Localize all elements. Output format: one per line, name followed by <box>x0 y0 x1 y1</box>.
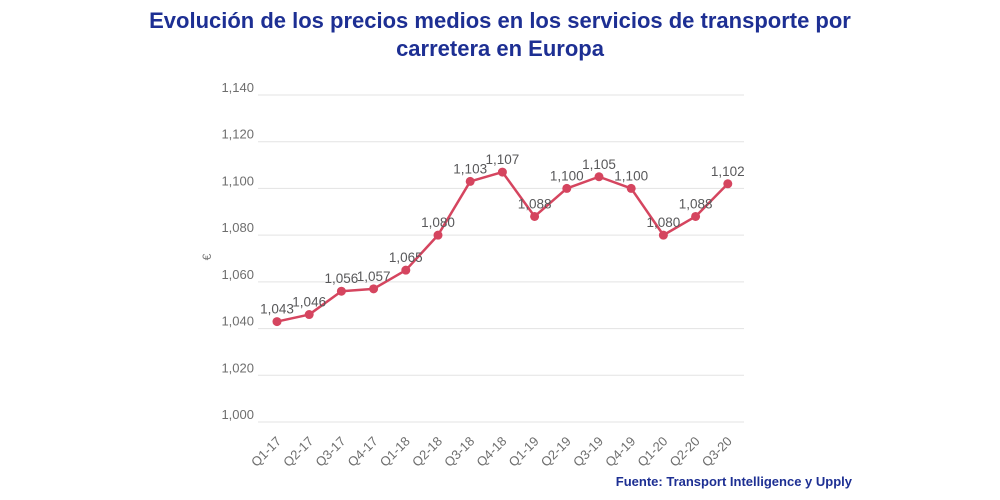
data-point-label: 1,100 <box>614 168 648 183</box>
data-point-label: 1,046 <box>292 295 326 310</box>
data-point-marker <box>594 172 604 182</box>
data-point-marker <box>336 286 346 296</box>
data-point-marker <box>530 211 540 221</box>
y-axis-tick-label: 1,040 <box>221 314 254 329</box>
data-point-label: 1,103 <box>453 161 487 176</box>
data-point-marker <box>433 230 443 240</box>
x-axis-tick-label: Q3-17 <box>312 434 348 470</box>
data-point-marker <box>304 310 314 320</box>
data-point-label: 1,088 <box>679 196 713 211</box>
x-axis-tick-label: Q2-20 <box>667 434 703 470</box>
source-caption: Fuente: Transport Intelligence y Upply <box>615 474 852 489</box>
x-axis-tick-label: Q4-17 <box>345 434 381 470</box>
data-point-marker <box>562 183 572 193</box>
chart-title-line-1: Evolución de los precios medios en los s… <box>149 8 851 33</box>
data-point-label: 1,100 <box>550 168 584 183</box>
data-point-label: 1,056 <box>325 271 359 286</box>
x-axis-tick-label: Q4-18 <box>473 434 509 470</box>
x-axis-tick-label: Q3-19 <box>570 434 606 470</box>
y-axis-tick-label: 1,100 <box>221 173 254 188</box>
x-axis-tick-label: Q1-20 <box>634 434 670 470</box>
x-axis-tick-label: Q4-19 <box>602 434 638 470</box>
chart-title: Evolución de los precios medios en los s… <box>0 7 1000 63</box>
data-point-label: 1,088 <box>518 196 552 211</box>
series-line <box>275 170 730 323</box>
y-axis-tick-label: 1,140 <box>221 80 254 95</box>
data-point-marker <box>658 230 668 240</box>
data-point-marker <box>272 317 282 327</box>
data-point-label: 1,107 <box>486 152 520 167</box>
data-point-marker <box>369 284 379 294</box>
x-axis-tick-label: Q1-18 <box>377 434 413 470</box>
x-axis-tick-label: Q3-18 <box>441 434 477 470</box>
x-axis-tick-label: Q1-19 <box>506 434 542 470</box>
y-axis-tick-label: 1,080 <box>221 220 254 235</box>
data-point-label: 1,102 <box>711 164 745 179</box>
data-point-marker <box>691 211 701 221</box>
y-axis-tick-label: 1,000 <box>221 407 254 422</box>
data-point-marker <box>723 179 733 189</box>
data-point-label: 1,105 <box>582 157 616 172</box>
x-axis-tick-label: Q1-17 <box>248 434 284 470</box>
data-point-marker <box>626 183 636 193</box>
data-point-label: 1,057 <box>357 269 391 284</box>
data-point-label: 1,080 <box>647 215 681 230</box>
chart-title-line-2: carretera en Europa <box>396 36 604 61</box>
data-point-label: 1,080 <box>421 215 455 230</box>
y-axis-tick-label: 1,060 <box>221 267 254 282</box>
data-point-marker <box>401 265 411 275</box>
data-point-label: 1,043 <box>260 302 294 317</box>
x-axis-tick-label: Q2-19 <box>538 434 574 470</box>
y-axis-tick-label: 1,020 <box>221 360 254 375</box>
x-axis-tick-label: Q3-20 <box>699 434 735 470</box>
data-point-marker <box>497 167 507 177</box>
data-point-label: 1,065 <box>389 250 423 265</box>
y-axis-title: € <box>200 253 214 260</box>
x-axis-tick-label: Q2-17 <box>280 434 316 470</box>
y-axis-tick-label: 1,120 <box>221 127 254 142</box>
x-axis-tick-label: Q2-18 <box>409 434 445 470</box>
data-point-marker <box>465 176 475 186</box>
